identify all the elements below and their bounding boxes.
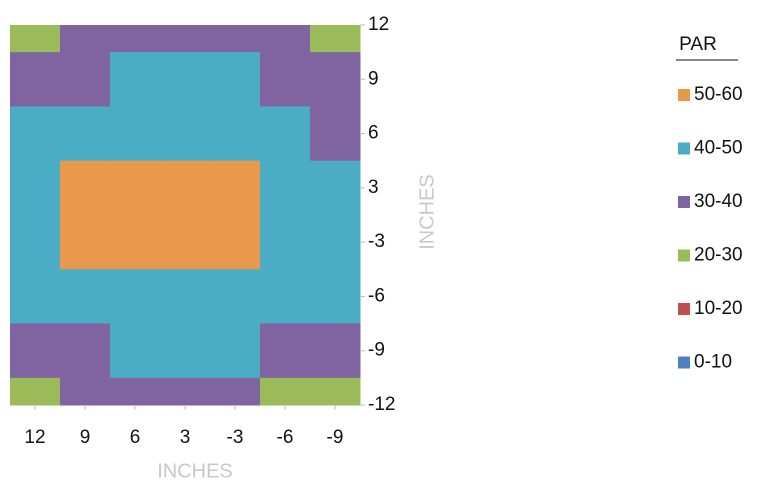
contour-cell (10, 269, 61, 325)
x-tick-label: -3 (227, 427, 244, 448)
x-tick-label: -6 (277, 427, 294, 448)
contour-cell (160, 323, 211, 379)
legend-label: 0-10 (694, 352, 732, 373)
contour-cell (260, 106, 311, 162)
x-axis-title: INCHES (157, 460, 233, 482)
x-tick-label: 6 (130, 427, 141, 448)
contour-cell (310, 323, 361, 379)
legend-swatch (678, 249, 690, 262)
contour-cell (110, 323, 161, 379)
x-tick-label: 3 (180, 427, 191, 448)
y-tick-label: -9 (368, 340, 385, 361)
contour-cell (210, 25, 261, 53)
x-tick-label: -9 (327, 427, 344, 448)
contour-cell (210, 160, 261, 216)
contour-cell (160, 25, 211, 53)
contour-cell (110, 52, 161, 107)
contour-cell (260, 269, 311, 325)
contour-cell (110, 106, 161, 162)
contour-cell (260, 377, 311, 406)
contour-cell (310, 25, 361, 53)
contour-cell (260, 215, 311, 270)
contour-cell (210, 215, 261, 270)
contour-cell (210, 106, 261, 162)
contour-cell (110, 377, 161, 406)
legend-swatch (678, 303, 690, 315)
y-tick-label: -3 (368, 231, 385, 252)
contour-cell (160, 160, 211, 216)
contour-cell (310, 215, 361, 270)
contour-cell (110, 215, 161, 270)
contour-cell (60, 106, 111, 162)
legend-label: 30-40 (694, 191, 743, 212)
contour-cell (110, 25, 161, 53)
contour-cell (260, 25, 311, 53)
contour-cell (160, 215, 211, 270)
contour-cell (260, 323, 311, 379)
contour-cell (60, 160, 111, 216)
x-tick-label: 12 (24, 427, 45, 448)
contour-cell (10, 377, 61, 406)
contour-cell (160, 377, 211, 406)
contour-cell (10, 323, 61, 379)
legend-swatch (678, 142, 690, 155)
contour-cell (160, 106, 211, 162)
y-tick-label: 9 (368, 68, 379, 89)
contour-cell (110, 269, 161, 325)
contour-cell (160, 52, 211, 107)
contour-cell (110, 160, 161, 216)
legend-swatch (678, 356, 690, 369)
contour-cell (210, 377, 261, 406)
contour-cell (10, 106, 61, 162)
contour-cell (310, 160, 361, 216)
y-axis-title: INCHES (416, 174, 438, 250)
contour-cell (10, 160, 61, 216)
legend-label: 10-20 (694, 298, 743, 319)
legend-label: 40-50 (694, 138, 743, 159)
contour-cell (310, 106, 361, 162)
contour-cell (210, 52, 261, 107)
legend-swatch (678, 196, 690, 208)
contour-cell (210, 323, 261, 379)
y-tick-label: -12 (368, 394, 395, 415)
legend-label: 20-30 (694, 245, 743, 266)
legend-title: PAR (679, 34, 717, 55)
contour-cell (10, 52, 61, 107)
y-tick-label: 12 (368, 14, 389, 35)
y-tick-label: 6 (368, 123, 379, 144)
contour-cell (60, 52, 111, 107)
contour-cell (60, 215, 111, 270)
contour-cell (310, 52, 361, 107)
contour-cell (310, 269, 361, 325)
legend-label: 50-60 (694, 84, 743, 105)
contour-cell (210, 269, 261, 325)
contour-cell (260, 52, 311, 107)
contour-cell (310, 377, 361, 406)
contour-cell (260, 160, 311, 216)
contour-cell (10, 215, 61, 270)
contour-cell (160, 269, 211, 325)
contour-cell (10, 25, 61, 53)
x-tick-label: 9 (80, 427, 91, 448)
y-tick-label: 3 (368, 177, 379, 198)
legend-swatch (678, 89, 690, 101)
contour-cell (60, 323, 111, 379)
contour-cell (60, 269, 111, 325)
contour-cell (60, 377, 111, 406)
contour-cell (60, 25, 111, 53)
y-tick-label: -6 (368, 285, 385, 306)
